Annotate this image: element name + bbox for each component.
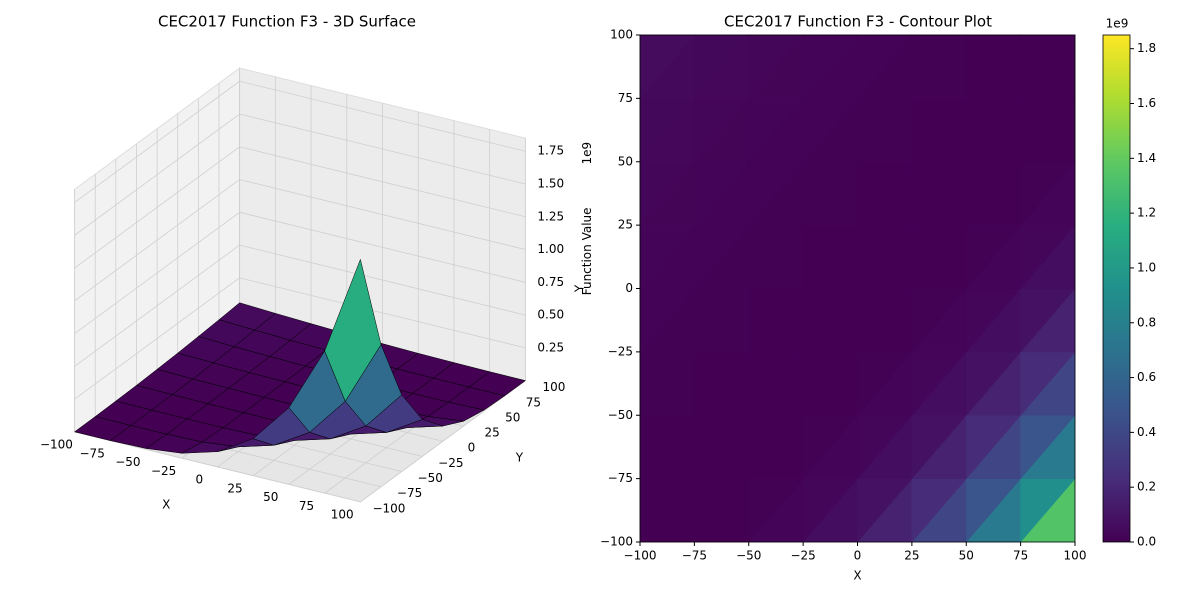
y-tick-label: −100 [600, 535, 633, 549]
y-tick-label: 100 [610, 28, 633, 42]
y-tick-label: −25 [438, 456, 463, 470]
z-tick-label: 0.25 [537, 340, 564, 354]
grid-line [74, 113, 240, 236]
x-tick-label: 0 [854, 549, 862, 563]
x-tick-label: −75 [682, 549, 707, 563]
x-tick-label: −25 [151, 464, 176, 478]
colorbar-tick-label: 0.2 [1137, 480, 1156, 494]
y-tick-label: 25 [618, 218, 633, 232]
z-tick-label: 1.00 [537, 242, 564, 256]
x-axis-label: X [853, 569, 861, 583]
grid-line [74, 179, 240, 302]
colorbar-offset-label: 1e9 [1106, 17, 1129, 31]
grid-line [74, 211, 240, 334]
x-tick-label: −25 [790, 549, 815, 563]
grid-line [74, 80, 240, 203]
colorbar-tick-label: 0.4 [1137, 425, 1156, 439]
colorbar [1102, 34, 1131, 543]
y-tick-label: −50 [608, 408, 633, 422]
x-tick-label: −50 [736, 549, 761, 563]
x-tick-label: −50 [115, 455, 140, 469]
grid-line [239, 244, 526, 316]
x-tick-label: 100 [1064, 549, 1087, 563]
z-tick-label: 0.75 [537, 275, 564, 289]
chart-title: CEC2017 Function F3 - Contour Plot [724, 13, 992, 31]
x-tick-label: −100 [624, 549, 657, 563]
z-tick-label: 0.50 [537, 308, 564, 322]
y-tick-label: 0 [625, 281, 633, 295]
y-tick-label: 50 [618, 154, 633, 168]
x-tick-label: 75 [299, 499, 314, 513]
z-offset-label: 1e9 [580, 142, 594, 165]
y-tick-label: 50 [505, 410, 520, 424]
y-tick-label: −75 [608, 471, 633, 485]
grid-line [239, 146, 526, 218]
colorbar-tick-label: 0.0 [1137, 535, 1156, 549]
y-tick-label: 75 [526, 395, 541, 409]
x-tick-label: −75 [80, 446, 105, 460]
x-tick-label: 25 [227, 481, 242, 495]
y-tick-label: 75 [618, 91, 633, 105]
colorbar-tick-label: 1.2 [1137, 206, 1156, 220]
colorbar-tick-label: 1.8 [1137, 41, 1156, 55]
colorbar-tick-label: 0.6 [1137, 370, 1156, 384]
x-tick-label: −100 [40, 438, 73, 452]
y-tick-label: 100 [543, 380, 566, 394]
colorbar-tick-label: 1.0 [1137, 260, 1156, 274]
z-axis-label: Function Value [580, 207, 594, 295]
y-axis-label: Y [515, 451, 524, 465]
grid-line [74, 431, 361, 503]
x-tick-label: 50 [263, 490, 278, 504]
z-tick-label: 1.25 [537, 209, 564, 223]
grid-line [74, 244, 240, 367]
y-tick-label: −50 [418, 471, 443, 485]
colorbar-tick-label: 1.4 [1137, 151, 1156, 165]
x-tick-label: 75 [1013, 549, 1028, 563]
z-tick-label: 1.50 [537, 177, 564, 191]
x-tick-label: 100 [331, 508, 354, 522]
y-tick-label: −100 [372, 501, 405, 515]
colorbar-tick-label: 1.6 [1137, 96, 1156, 110]
grid-line [239, 179, 526, 250]
grid-line [239, 80, 526, 152]
x-tick-label: 25 [904, 549, 919, 563]
z-tick-label: 1.75 [537, 144, 564, 158]
y-tick-label: 0 [468, 441, 476, 455]
x-tick-label: 50 [959, 549, 974, 563]
y-tick-label: −25 [608, 344, 633, 358]
grid-line [74, 146, 240, 269]
grid-line [239, 113, 526, 185]
surface-face [324, 258, 382, 402]
x-tick-label: 0 [196, 473, 204, 487]
y-tick-label: −75 [397, 486, 422, 500]
grid-line [74, 277, 240, 400]
y-tick-label: 25 [484, 426, 499, 440]
colorbar-tick-label: 0.8 [1137, 315, 1156, 329]
x-axis-label: X [162, 498, 170, 512]
y-axis-label: Y [573, 284, 587, 293]
chart-title: CEC2017 Function F3 - 3D Surface [158, 13, 416, 31]
grid-line [239, 211, 526, 283]
grid-line [239, 277, 526, 349]
